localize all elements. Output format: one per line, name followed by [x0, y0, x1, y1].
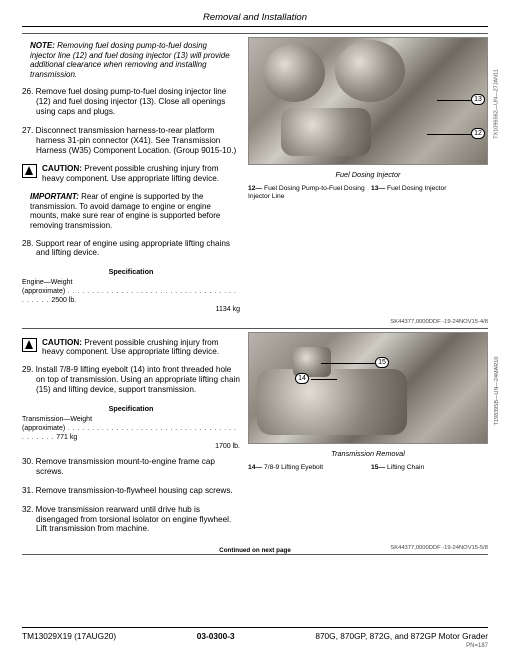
spec-1-row1: (approximate) . . . . . . . . . . . . . … — [22, 287, 240, 305]
step-29: 29. Install 7/8-9 lifting eyebolt (14) i… — [22, 365, 240, 395]
caution-icon-2 — [22, 338, 37, 352]
figure-1-caption: Fuel Dosing Injector — [248, 170, 488, 179]
figure-2-id: T198395B—UN—24MAR10 — [494, 356, 500, 425]
legend-15-v: Lifting Chain — [387, 464, 424, 471]
caution-icon — [22, 164, 37, 178]
footer-row: TM13029X19 (17AUG20) 03-0300-3 870G, 870… — [22, 631, 488, 641]
footer-pn: PN=187 — [22, 643, 488, 649]
spec-2-label: Transmission—Weight — [22, 415, 240, 424]
section-sep-3 — [22, 554, 488, 555]
legend-14-k: 14— — [248, 464, 262, 471]
spec-2-title: Specification — [22, 404, 240, 413]
footer-right: 870G, 870GP, 872G, and 872GP Motor Grade… — [315, 631, 488, 641]
legend-14-v: 7/8-9 Lifting Eyebolt — [264, 464, 323, 471]
spec-1-val1: 2500 lb. — [51, 297, 76, 304]
legend-13-v: Fuel Dosing Injector — [387, 185, 446, 192]
caution-2-text: CAUTION: Prevent possible crushing injur… — [42, 338, 240, 358]
footer: TM13029X19 (17AUG20) 03-0300-3 870G, 870… — [22, 627, 488, 649]
section-1-right: 13 12 TX1096562—UN—27JAN11 Fuel Dosing I… — [248, 37, 488, 315]
note-lead: NOTE: — [30, 41, 57, 50]
spec-1-row2: 1134 kg — [22, 305, 240, 314]
step-28: 28. Support rear of engine using appropr… — [22, 239, 240, 259]
note-block: NOTE: Removing fuel dosing pump-to-fuel … — [30, 41, 240, 79]
legend-12-k: 12— — [248, 185, 262, 192]
spec-1-label: Engine—Weight — [22, 278, 240, 287]
spec-2-val1: 771 kg — [56, 434, 77, 441]
spec-1-prefix: (approximate) — [22, 288, 65, 295]
spec-1-val2: 1134 kg — [216, 306, 240, 313]
step-27: 27. Disconnect transmission harness-to-r… — [22, 126, 240, 156]
section-1-left: NOTE: Removing fuel dosing pump-to-fuel … — [22, 37, 240, 315]
callout-15: 15 — [375, 357, 389, 368]
step-26: 26. Remove fuel dosing pump-to-fuel dosi… — [22, 87, 240, 117]
ref-1: SK44377,0000DDF -19-24NOV15-4/8 — [22, 319, 488, 325]
legend-13-k: 13— — [371, 185, 385, 192]
legend-1: 12— Fuel Dosing Pump-to-Fuel Dosing Inje… — [248, 185, 488, 200]
important-block: IMPORTANT: Rear of engine is supported b… — [30, 192, 240, 230]
caution-1: CAUTION: Prevent possible crushing injur… — [22, 164, 240, 184]
footer-rule — [22, 627, 488, 628]
section-2-left: CAUTION: Prevent possible crushing injur… — [22, 332, 240, 544]
section-2-right: 15 14 T198395B—UN—24MAR10 Transmission R… — [248, 332, 488, 544]
figure-2: 15 14 T198395B—UN—24MAR10 — [248, 332, 488, 444]
header-rule — [22, 26, 488, 27]
spec-2-prefix: (approximate) — [22, 425, 65, 432]
step-32: 32. Move transmission rearward until dri… — [22, 505, 240, 535]
note-text: Removing fuel dosing pump-to-fuel dosing… — [30, 41, 230, 79]
footer-mid: 03-0300-3 — [197, 631, 235, 641]
figure-2-caption: Transmission Removal — [248, 449, 488, 458]
important-lead: IMPORTANT: — [30, 192, 81, 201]
figure-1-id: TX1096562—UN—27JAN11 — [494, 69, 500, 139]
section-1: NOTE: Removing fuel dosing pump-to-fuel … — [22, 37, 488, 315]
callout-12: 12 — [471, 128, 485, 139]
legend-15-k: 15— — [371, 464, 385, 471]
footer-left: TM13029X19 (17AUG20) — [22, 631, 116, 641]
spec-2-row2: 1700 lb. — [22, 442, 240, 451]
spec-2-row1: (approximate) . . . . . . . . . . . . . … — [22, 424, 240, 442]
callout-13: 13 — [471, 94, 485, 105]
section-sep-2 — [22, 328, 488, 329]
legend-2: 14— 7/8-9 Lifting Eyebolt 15— Lifting Ch… — [248, 464, 488, 472]
section-sep — [22, 33, 488, 34]
legend-12-v: Fuel Dosing Pump-to-Fuel Dosing Injector… — [248, 185, 365, 200]
caution-2: CAUTION: Prevent possible crushing injur… — [22, 338, 240, 358]
page-header-title: Removal and Installation — [22, 12, 488, 26]
section-2: CAUTION: Prevent possible crushing injur… — [22, 332, 488, 544]
step-31: 31. Remove transmission-to-flywheel hous… — [22, 486, 240, 496]
figure-1: 13 12 TX1096562—UN—27JAN11 — [248, 37, 488, 165]
spec-2-val2: 1700 lb. — [215, 443, 240, 450]
spec-1-title: Specification — [22, 267, 240, 276]
step-30: 30. Remove transmission mount-to-engine … — [22, 457, 240, 477]
caution-1-text: CAUTION: Prevent possible crushing injur… — [42, 164, 240, 184]
callout-14: 14 — [295, 373, 309, 384]
